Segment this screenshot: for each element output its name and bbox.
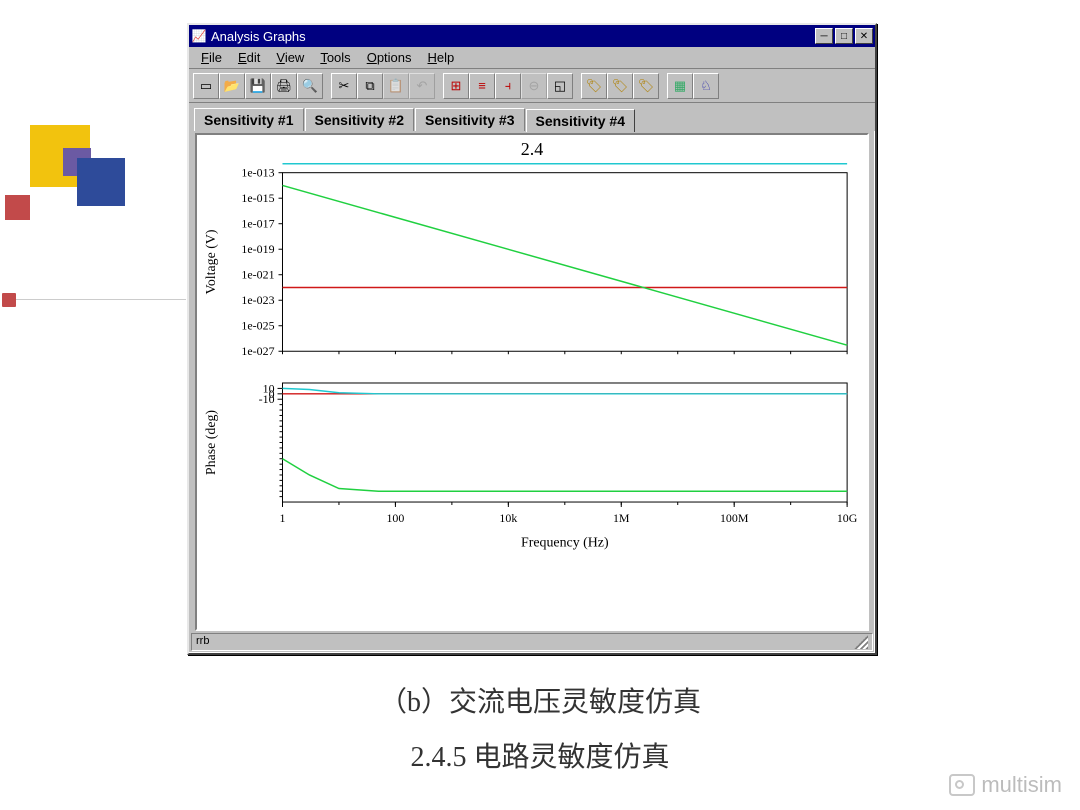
analysis-graphs-window: 📈 Analysis Graphs ─ □ ✕ FileEditViewTool… xyxy=(187,23,877,655)
svg-text:1e-025: 1e-025 xyxy=(241,319,274,333)
print-icon[interactable]: 🖨 xyxy=(271,73,297,99)
copy-icon[interactable]: ⧉ xyxy=(357,73,383,99)
titlebar[interactable]: 📈 Analysis Graphs ─ □ ✕ xyxy=(189,25,875,47)
menu-options[interactable]: Options xyxy=(359,48,420,67)
svg-text:1e-013: 1e-013 xyxy=(241,166,274,180)
tab-sensitivity-1[interactable]: Sensitivity #1 xyxy=(194,108,304,131)
svg-text:10k: 10k xyxy=(499,511,517,525)
watermark-text: multisim xyxy=(981,772,1062,798)
wechat-icon xyxy=(949,774,975,796)
tab-sensitivity-2[interactable]: Sensitivity #2 xyxy=(305,108,415,131)
svg-text:1e-027: 1e-027 xyxy=(241,344,274,358)
save-icon[interactable]: 💾 xyxy=(245,73,271,99)
svg-text:1e-023: 1e-023 xyxy=(241,293,274,307)
legend-icon[interactable]: ≡ xyxy=(469,73,495,99)
paste-icon: 📋 xyxy=(383,73,409,99)
svg-text:1M: 1M xyxy=(613,511,630,525)
tab-sensitivity-3[interactable]: Sensitivity #3 xyxy=(415,108,525,131)
charts-svg: 1e-013 1e-015 1e-017 1e-019 1e-021 1e-023 1e-0… xyxy=(197,135,867,629)
window-title: Analysis Graphs xyxy=(211,29,813,44)
svg-text:10G: 10G xyxy=(837,511,858,525)
svg-text:1e-017: 1e-017 xyxy=(241,217,274,231)
caption-line-1: （b）交流电压灵敏度仿真 xyxy=(0,680,1080,720)
resize-grip-icon[interactable] xyxy=(854,635,868,649)
menu-help[interactable]: Help xyxy=(420,48,463,67)
props-icon[interactable]: ▦ xyxy=(667,73,693,99)
restore-icon[interactable]: ◱ xyxy=(547,73,573,99)
cut-icon[interactable]: ✂ xyxy=(331,73,357,99)
svg-text:1: 1 xyxy=(280,511,286,525)
new-icon[interactable]: ▭ xyxy=(193,73,219,99)
svg-text:100M: 100M xyxy=(720,511,749,525)
open-icon[interactable]: 📂 xyxy=(219,73,245,99)
menubar: FileEditViewToolsOptionsHelp xyxy=(189,47,875,69)
svg-text:Phase (deg): Phase (deg) xyxy=(204,410,219,475)
preview-icon[interactable]: 🔍 xyxy=(297,73,323,99)
svg-text:Frequency (Hz): Frequency (Hz) xyxy=(521,536,609,551)
tag2-icon[interactable]: 🏷 xyxy=(607,73,633,99)
app-icon: 📈 xyxy=(191,28,207,44)
slide-bullet xyxy=(2,293,16,307)
caption-line-2: 2.4.5 电路灵敏度仿真 xyxy=(0,735,1080,775)
svg-text:1e-021: 1e-021 xyxy=(241,268,274,282)
tabstrip: Sensitivity #1Sensitivity #2Sensitivity … xyxy=(189,103,875,131)
toolbar: ▭📂💾🖨🔍✂⧉📋↶⊞≡⫞⊖◱🏷🏷🏷▦♘ xyxy=(189,69,875,103)
svg-text:Voltage (V): Voltage (V) xyxy=(204,229,219,294)
svg-text:-10: -10 xyxy=(259,392,275,406)
grid-icon[interactable]: ⊞ xyxy=(443,73,469,99)
maximize-button[interactable]: □ xyxy=(835,28,853,44)
tab-sensitivity-4[interactable]: Sensitivity #4 xyxy=(526,109,636,132)
status-text: rrb xyxy=(196,635,209,649)
watermark: multisim xyxy=(949,772,1062,798)
chart-title: 2.4 xyxy=(197,139,867,160)
cursor-icon[interactable]: ⫞ xyxy=(495,73,521,99)
svg-text:1e-015: 1e-015 xyxy=(241,191,274,205)
tag3-icon[interactable]: 🏷 xyxy=(633,73,659,99)
menu-file[interactable]: File xyxy=(193,48,230,67)
menu-view[interactable]: View xyxy=(268,48,312,67)
minimize-button[interactable]: ─ xyxy=(815,28,833,44)
tag1-icon[interactable]: 🏷 xyxy=(581,73,607,99)
slide-decoration xyxy=(5,110,170,240)
menu-edit[interactable]: Edit xyxy=(230,48,268,67)
undo-icon: ↶ xyxy=(409,73,435,99)
close-button[interactable]: ✕ xyxy=(855,28,873,44)
svg-text:1e-019: 1e-019 xyxy=(241,242,274,256)
menu-tools[interactable]: Tools xyxy=(312,48,358,67)
statusbar: rrb xyxy=(191,633,873,651)
run-icon[interactable]: ♘ xyxy=(693,73,719,99)
chart-panel: 2.4 1e-013 1e-015 1e-017 1e-019 1e-021 1e-023… xyxy=(195,133,869,631)
svg-text:100: 100 xyxy=(386,511,404,525)
zoom-out-icon: ⊖ xyxy=(521,73,547,99)
